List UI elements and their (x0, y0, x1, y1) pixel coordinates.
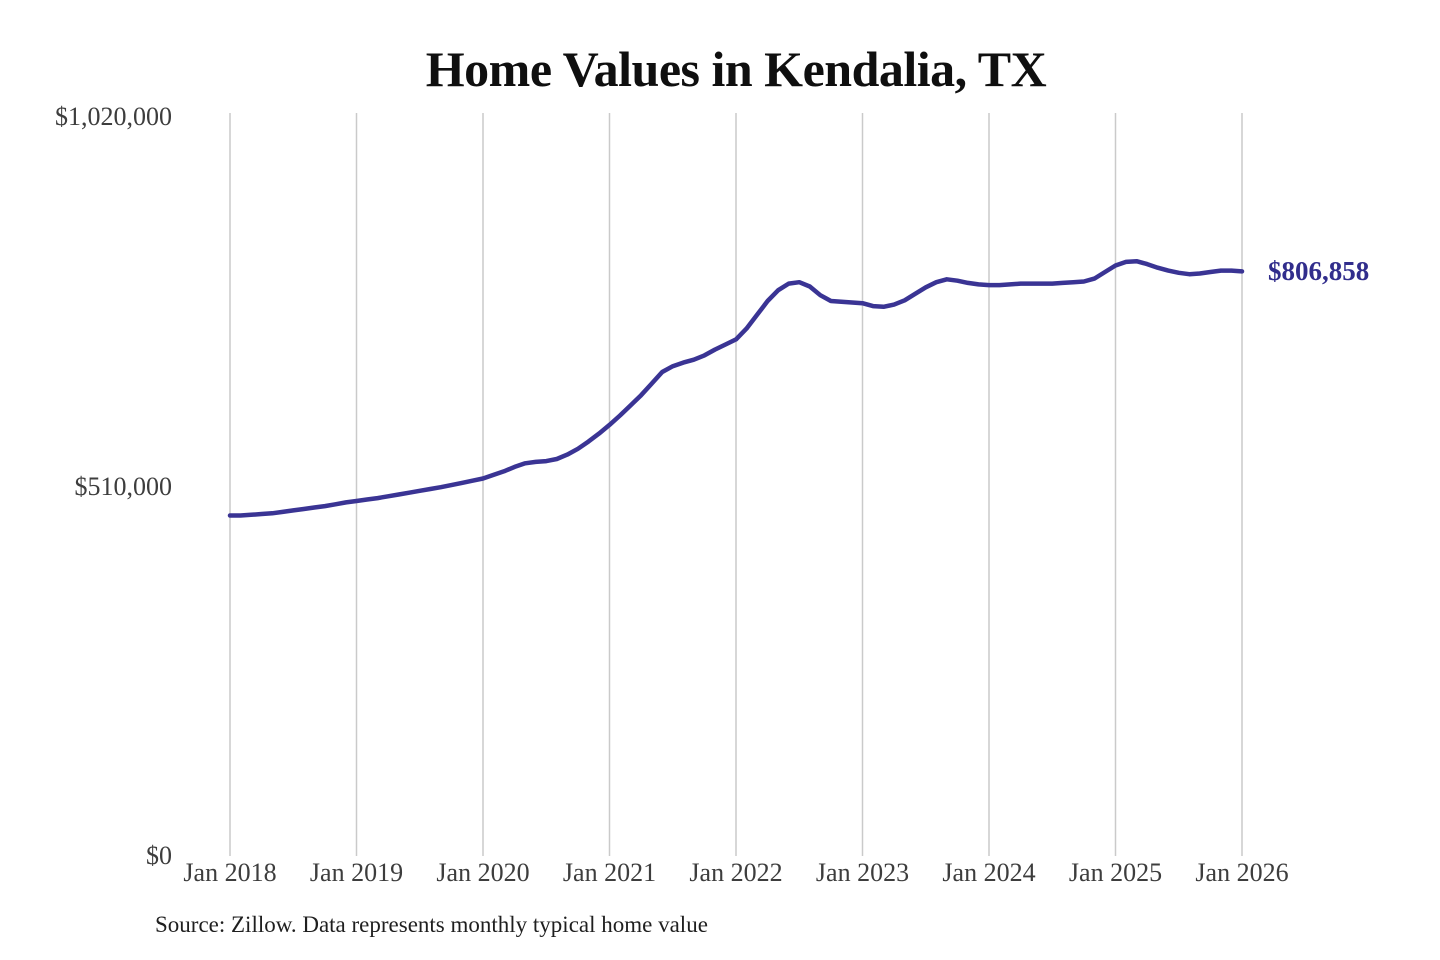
x-tick-label-0: Jan 2018 (183, 858, 277, 887)
x-tick-label-3: Jan 2021 (562, 858, 657, 887)
latest-value-label: $806,858 (1268, 256, 1370, 287)
y-tick-label-1: $510,000 (74, 471, 173, 501)
chart-title: Home Values in Kendalia, TX (425, 41, 1047, 97)
x-tick-label-5: Jan 2023 (815, 858, 910, 887)
x-tick-label-1: Jan 2019 (309, 858, 404, 887)
home-value-series-line (227, 258, 1245, 518)
x-tick-label-2: Jan 2020 (436, 858, 530, 887)
x-tick-label-8: Jan 2026 (1195, 858, 1289, 887)
x-tick-label-7: Jan 2025 (1068, 858, 1163, 887)
source-note: Source: Zillow. Data represents monthly … (155, 912, 708, 937)
x-tick-label-4: Jan 2022 (689, 858, 783, 887)
y-tick-label-0: $0 (146, 841, 172, 870)
x-tick-label-6: Jan 2024 (942, 858, 1036, 887)
y-tick-label-2: $1,020,000 (55, 102, 172, 131)
